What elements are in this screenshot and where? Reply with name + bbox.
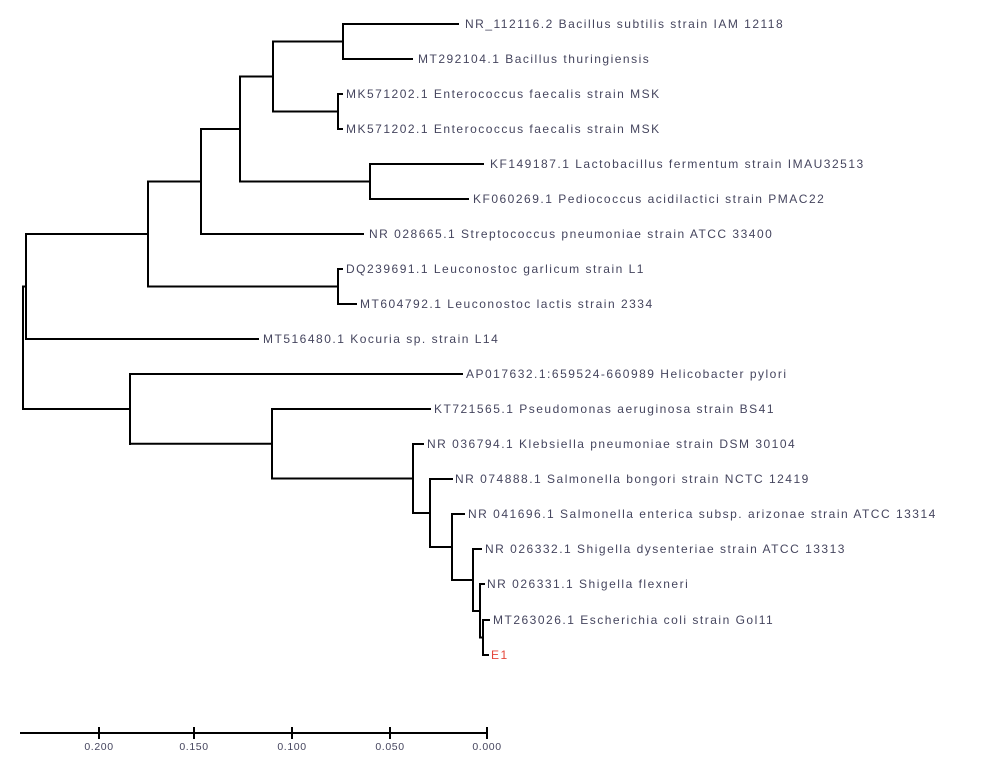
taxon-label-highlighted: E1 bbox=[491, 648, 509, 662]
taxon-label: NR 074888.1 Salmonella bongori strain NC… bbox=[455, 472, 810, 486]
scale-axis-line bbox=[20, 732, 488, 734]
scale-tick bbox=[486, 727, 488, 739]
scale-tick-label: 0.150 bbox=[179, 741, 209, 753]
taxon-label: MK571202.1 Enterococcus faecalis strain … bbox=[346, 87, 661, 101]
scale-tick-label: 0.050 bbox=[375, 741, 405, 753]
taxon-label: MT516480.1 Kocuria sp. strain L14 bbox=[263, 332, 500, 346]
taxon-label: NR 026332.1 Shigella dysenteriae strain … bbox=[485, 542, 846, 556]
taxon-label: DQ239691.1 Leuconostoc garlicum strain L… bbox=[346, 262, 645, 276]
taxon-label: KF149187.1 Lactobacillus fermentum strai… bbox=[490, 157, 865, 171]
scale-tick bbox=[291, 727, 293, 739]
taxon-label: MT263026.1 Escherichia coli strain Gol11 bbox=[493, 613, 775, 627]
taxon-label: NR 026331.1 Shigella flexneri bbox=[487, 577, 690, 591]
scale-tick-label: 0.100 bbox=[277, 741, 307, 753]
taxon-label: NR 028665.1 Streptococcus pneumoniae str… bbox=[369, 227, 774, 241]
taxon-label: MT604792.1 Leuconostoc lactis strain 233… bbox=[360, 297, 654, 311]
scale-tick bbox=[193, 727, 195, 739]
taxon-label: MK571202.1 Enterococcus faecalis strain … bbox=[346, 122, 661, 136]
scale-tick-label: 0.000 bbox=[472, 741, 502, 753]
taxon-label: AP017632.1:659524-660989 Helicobacter py… bbox=[466, 367, 788, 381]
scale-tick-label: 0.200 bbox=[84, 741, 114, 753]
taxon-label: NR 036794.1 Klebsiella pneumoniae strain… bbox=[427, 437, 797, 451]
taxon-label: NR 041696.1 Salmonella enterica subsp. a… bbox=[468, 507, 937, 521]
taxon-label: MT292104.1 Bacillus thuringiensis bbox=[418, 52, 651, 66]
scale-tick bbox=[389, 727, 391, 739]
taxon-label: KT721565.1 Pseudomonas aeruginosa strain… bbox=[434, 402, 776, 416]
taxon-label: NR_112116.2 Bacillus subtilis strain IAM… bbox=[465, 17, 785, 31]
scale-tick bbox=[98, 727, 100, 739]
taxon-label: KF060269.1 Pediococcus acidilactici stra… bbox=[473, 192, 826, 206]
